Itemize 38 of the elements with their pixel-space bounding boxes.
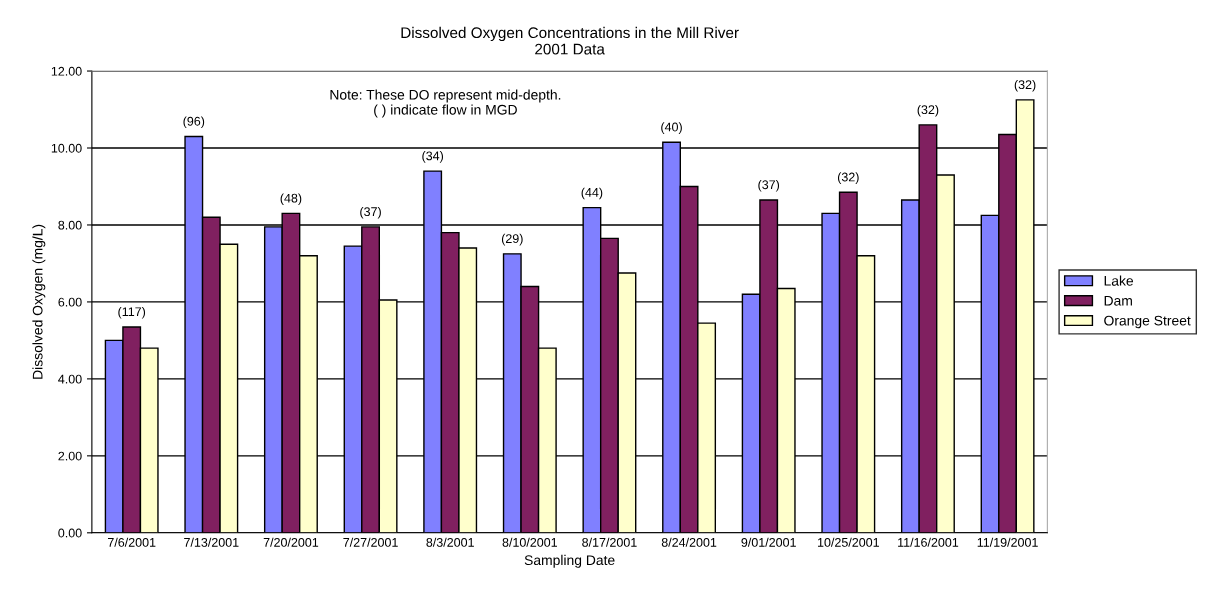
x-tick-label: 11/19/2001 [977,537,1038,547]
legend-label: Orange Street [1104,315,1191,329]
x-axis-title: Sampling Date [524,554,615,568]
legend-label: Lake [1104,275,1134,286]
x-tick-label: 8/24/2001 [661,537,717,547]
x-tick-label: 7/6/2001 [108,537,156,547]
annotation: (117) [118,306,146,319]
annotation: (32) [837,172,859,184]
annotation: (37) [360,206,381,219]
annotation: (44) [581,187,603,200]
x-tick-label: 11/16/2001 [898,537,959,547]
x-tick-label: 7/27/2001 [343,537,398,547]
x-tick-label: 7/13/2001 [184,537,239,547]
x-tick-label: 9/01/2001 [741,537,796,547]
y-tick-label: 4.00 [58,374,82,384]
x-tick-label: 10/25/2001 [817,537,879,547]
annotation: (34) [422,151,444,163]
annotation: (96) [183,116,205,129]
annotation: (48) [280,193,302,206]
x-tick-label: 7/20/2001 [263,537,319,547]
y-axis-title: Dissolved Oxygen (mg/L) [32,224,46,379]
y-tick-label: 10.00 [51,143,82,153]
chart-title: Dissolved Oxygen Concentrations in the Mill River 2001 Data [401,26,739,55]
y-tick-label: 2.00 [58,451,82,461]
annotation: Note: These DO represent mid-depth. ( ) indicate flow in MGD [330,89,561,118]
x-tick-label: 8/3/2001 [426,537,474,547]
annotation: (32) [1014,79,1036,92]
y-tick-label: 0.00 [58,528,82,538]
annotation: (37) [758,179,780,192]
x-tick-label: 8/17/2001 [582,537,637,547]
annotation: (32) [917,104,939,117]
y-tick-label: 6.00 [58,297,82,307]
x-tick-label: 8/10/2001 [502,537,558,547]
legend-label: Dam [1104,295,1132,306]
y-tick-label: 12.00 [51,66,82,76]
y-tick-label: 8.00 [58,220,82,230]
annotation: (40) [661,122,682,134]
annotation: (29) [501,233,523,246]
